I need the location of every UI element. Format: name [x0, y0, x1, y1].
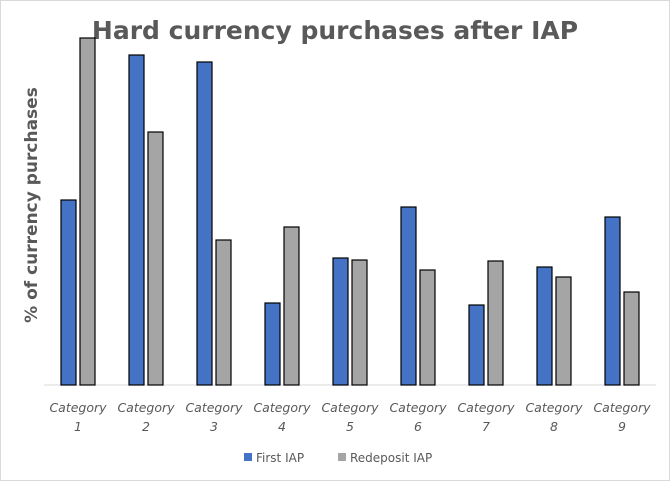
x-tick-label: 6 [414, 419, 422, 434]
x-tick-label: 9 [618, 419, 626, 434]
x-tick-label: 4 [278, 419, 286, 434]
x-tick-label: Category [525, 400, 583, 415]
x-tick-label: 7 [482, 419, 490, 434]
legend-swatch [338, 453, 346, 461]
bar-redeposit-iap-7 [487, 260, 504, 386]
bar-redeposit-iap-5 [351, 259, 368, 386]
legend-swatch [244, 453, 252, 461]
x-tick-label: Category [253, 400, 311, 415]
x-tick-label: 5 [346, 419, 354, 434]
legend-label: First IAP [256, 451, 304, 465]
bar-redeposit-iap-3 [215, 239, 232, 386]
bar-first-iap-1 [60, 199, 77, 386]
bar-redeposit-iap-4 [283, 226, 300, 386]
bar-redeposit-iap-9 [623, 291, 640, 386]
x-tick-label: 2 [142, 419, 150, 434]
bar-first-iap-2 [128, 54, 145, 386]
bar-redeposit-iap-8 [555, 276, 572, 386]
x-tick-label: 3 [210, 419, 218, 434]
bar-first-iap-6 [400, 206, 417, 386]
bar-first-iap-4 [264, 302, 281, 386]
y-axis-label: % of currency purchases [22, 87, 42, 323]
bar-first-iap-7 [468, 304, 485, 386]
bar-first-iap-3 [196, 61, 213, 386]
bar-redeposit-iap-6 [419, 269, 436, 386]
chart-title: Hard currency purchases after IAP [92, 16, 578, 45]
x-tick-label: Category [49, 400, 107, 415]
x-tick-label: Category [389, 400, 447, 415]
bar-redeposit-iap-1 [79, 37, 96, 386]
x-tick-label: Category [185, 400, 243, 415]
bar-first-iap-5 [332, 257, 349, 386]
bar-redeposit-iap-2 [147, 131, 164, 386]
legend: First IAP Redeposit IAP [244, 451, 432, 465]
x-tick-label: Category [117, 400, 175, 415]
x-tick-label: Category [457, 400, 515, 415]
x-tick-label: 8 [550, 419, 558, 434]
x-tick-label: Category [593, 400, 651, 415]
x-tick-label: Category [321, 400, 379, 415]
bar-first-iap-8 [536, 266, 553, 386]
legend-label: Redeposit IAP [350, 451, 432, 465]
bar-first-iap-9 [604, 216, 621, 386]
x-tick-label: 1 [74, 419, 82, 434]
